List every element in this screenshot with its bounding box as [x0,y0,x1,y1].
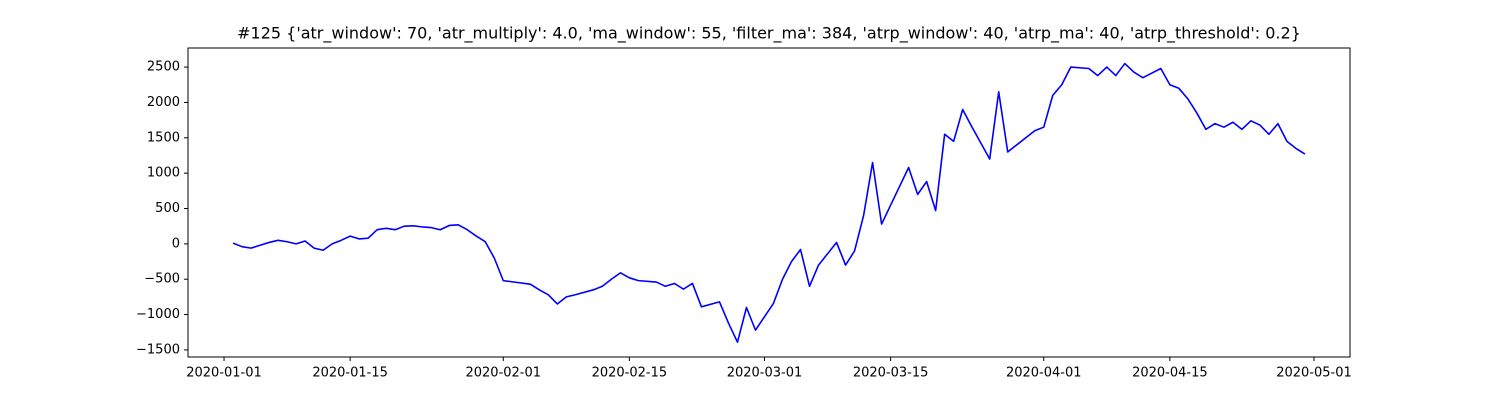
x-tick-label: 2020-03-01 [727,366,803,381]
y-tick-label: −1000 [136,307,180,322]
x-tick-label: 2020-01-01 [186,366,262,381]
y-tick-label: 1500 [147,130,180,145]
x-tick-label: 2020-05-01 [1276,366,1352,381]
x-tick-label: 2020-01-15 [312,366,388,381]
y-tick-label: −1500 [136,342,180,357]
chart-title: #125 {'atr_window': 70, 'atr_multiply': … [237,24,1301,44]
x-tick-label: 2020-03-15 [853,366,929,381]
y-tick-label: 500 [155,201,180,216]
y-tick-label: −500 [144,272,180,287]
y-tick-label: 2000 [147,95,180,110]
y-tick-label: 0 [172,236,180,251]
plot-frame [187,47,1351,358]
x-tick-label: 2020-02-01 [465,366,541,381]
line-series [232,62,1306,343]
x-tick-label: 2020-04-15 [1132,366,1208,381]
x-tick-label: 2020-02-15 [592,366,668,381]
y-tick-label: 1000 [147,166,180,181]
x-tick-label: 2020-04-01 [1006,366,1082,381]
y-tick-label: 2500 [147,60,180,75]
